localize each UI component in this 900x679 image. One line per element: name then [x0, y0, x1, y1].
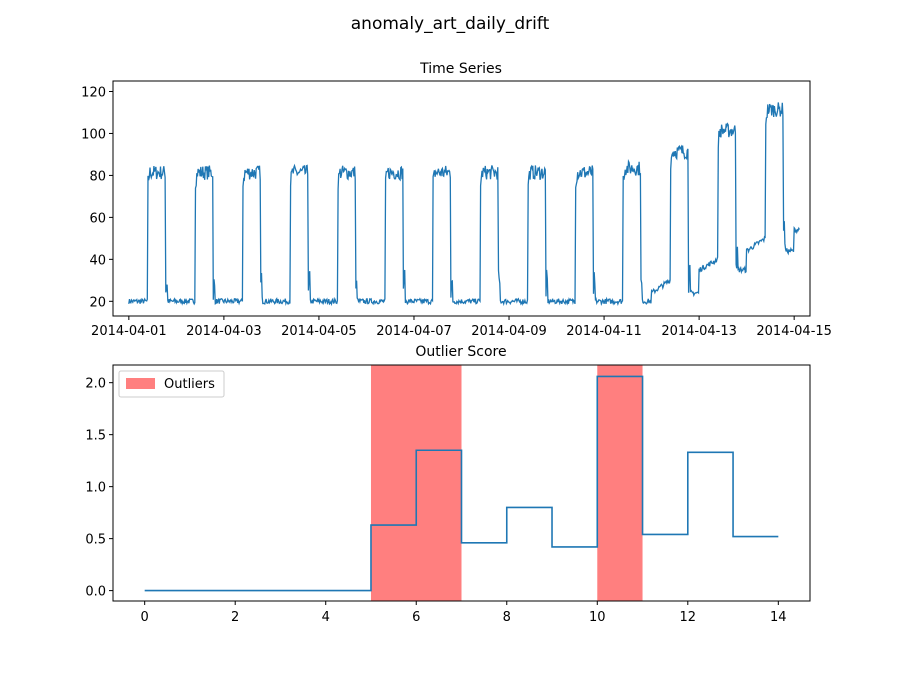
outlier-region — [597, 365, 643, 601]
time-series-frame — [112, 80, 811, 317]
x-tick-label: 2014-04-09 — [471, 324, 547, 339]
x-tick-label: 2014-04-05 — [281, 324, 357, 339]
y-tick-label: 0.0 — [85, 585, 106, 600]
time-series-title: Time Series — [419, 61, 502, 77]
x-tick-label: 6 — [412, 610, 420, 625]
y-tick-label: 100 — [81, 127, 106, 142]
y-tick-label: 20 — [89, 295, 106, 310]
x-tick-label: 2 — [231, 610, 239, 625]
time-series-line — [128, 102, 800, 307]
y-tick-label: 40 — [89, 253, 106, 268]
x-tick-label: 12 — [680, 610, 697, 625]
outlier-score-ticks: 0 2 4 6 8 10 12 14 0.0 0.5 1.0 1.5 2.0 — [85, 377, 786, 625]
outlier-score-frame — [112, 364, 811, 602]
x-tick-label: 14 — [770, 610, 787, 625]
time-series-axes: Time Series 2014-04-01 2014-04-03 2014-04-… — [81, 61, 832, 339]
y-tick-label: 0.5 — [85, 533, 106, 548]
outlier-score-line — [144, 375, 779, 592]
x-tick-label: 0 — [141, 610, 149, 625]
y-tick-label: 80 — [89, 169, 106, 184]
x-tick-label: 2014-04-11 — [566, 324, 642, 339]
legend: Outliers — [118, 370, 225, 398]
outlier-score-plot-area — [144, 375, 779, 592]
y-tick-label: 60 — [89, 211, 106, 226]
x-tick-label: 2014-04-13 — [661, 324, 737, 339]
legend-swatch — [126, 378, 155, 389]
time-series-ticks: 2014-04-01 2014-04-03 2014-04-05 2014-04-07… — [81, 85, 832, 339]
legend-box — [118, 370, 225, 398]
time-series-plot-area — [128, 102, 800, 307]
y-tick-label: 1.0 — [85, 481, 106, 496]
outlier-score-title: Outlier Score — [415, 344, 506, 360]
y-tick-label: 1.5 — [85, 429, 106, 444]
outlier-score-axes: Outlier Score 0 2 4 6 8 10 12 14 0.0 0.5 1.0 1.5 2.0… — [85, 344, 811, 625]
outlier-regions — [370, 365, 643, 601]
x-tick-label: 2014-04-03 — [186, 324, 262, 339]
x-tick-label: 10 — [589, 610, 606, 625]
x-tick-label: 8 — [503, 610, 511, 625]
x-tick-label: 2014-04-07 — [376, 324, 452, 339]
x-tick-label: 2014-04-01 — [91, 324, 167, 339]
y-tick-label: 120 — [81, 85, 106, 100]
legend-label: Outliers — [164, 377, 215, 392]
y-tick-label: 2.0 — [85, 377, 106, 392]
figure-suptitle: anomaly_art_daily_drift — [351, 14, 550, 34]
x-tick-label: 2014-04-15 — [756, 324, 832, 339]
x-tick-label: 4 — [322, 610, 330, 625]
